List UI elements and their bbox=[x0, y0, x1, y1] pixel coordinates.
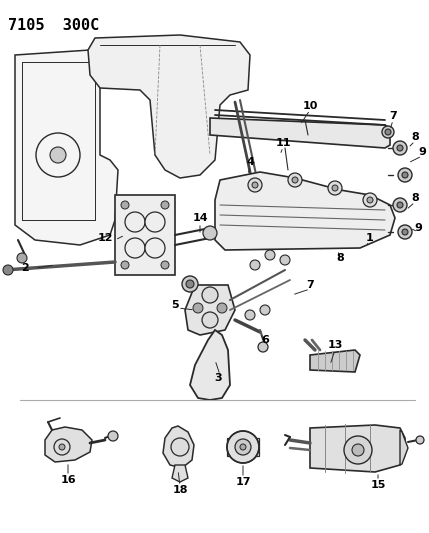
Bar bbox=[227, 438, 259, 456]
Text: 12: 12 bbox=[97, 233, 113, 243]
Text: 8: 8 bbox=[336, 253, 344, 263]
Circle shape bbox=[402, 172, 408, 178]
Circle shape bbox=[121, 261, 129, 269]
Circle shape bbox=[250, 260, 260, 270]
Text: 10: 10 bbox=[302, 101, 318, 111]
Polygon shape bbox=[185, 285, 235, 335]
Text: 1: 1 bbox=[366, 233, 374, 243]
Circle shape bbox=[252, 182, 258, 188]
Text: 8: 8 bbox=[411, 193, 419, 203]
Polygon shape bbox=[172, 465, 188, 482]
Circle shape bbox=[171, 438, 189, 456]
Circle shape bbox=[203, 226, 217, 240]
Circle shape bbox=[235, 439, 251, 455]
Circle shape bbox=[145, 238, 165, 258]
Circle shape bbox=[54, 439, 70, 455]
Circle shape bbox=[398, 225, 412, 239]
Circle shape bbox=[161, 201, 169, 209]
Circle shape bbox=[280, 255, 290, 265]
Text: 18: 18 bbox=[172, 485, 188, 495]
Text: 6: 6 bbox=[261, 335, 269, 345]
Text: 9: 9 bbox=[418, 147, 426, 157]
Circle shape bbox=[416, 436, 424, 444]
Text: 16: 16 bbox=[60, 475, 76, 485]
Polygon shape bbox=[310, 350, 360, 372]
Circle shape bbox=[393, 198, 407, 212]
Circle shape bbox=[59, 444, 65, 450]
Text: 7: 7 bbox=[306, 280, 314, 290]
Circle shape bbox=[344, 436, 372, 464]
Circle shape bbox=[397, 202, 403, 208]
Polygon shape bbox=[15, 50, 118, 245]
Text: 17: 17 bbox=[235, 477, 251, 487]
Circle shape bbox=[193, 303, 203, 313]
Circle shape bbox=[332, 185, 338, 191]
Circle shape bbox=[245, 310, 255, 320]
Circle shape bbox=[248, 178, 262, 192]
Circle shape bbox=[363, 193, 377, 207]
Circle shape bbox=[125, 238, 145, 258]
Polygon shape bbox=[115, 195, 175, 275]
Circle shape bbox=[202, 312, 218, 328]
Circle shape bbox=[121, 201, 129, 209]
Polygon shape bbox=[400, 430, 408, 465]
Polygon shape bbox=[45, 427, 92, 462]
Polygon shape bbox=[190, 330, 230, 400]
Circle shape bbox=[398, 168, 412, 182]
Text: 9: 9 bbox=[414, 223, 422, 233]
Circle shape bbox=[258, 342, 268, 352]
Circle shape bbox=[217, 303, 227, 313]
Circle shape bbox=[260, 305, 270, 315]
Text: 2: 2 bbox=[21, 263, 29, 273]
Text: 7: 7 bbox=[389, 111, 397, 121]
Polygon shape bbox=[310, 425, 405, 472]
Text: 4: 4 bbox=[246, 157, 254, 167]
Circle shape bbox=[227, 431, 259, 463]
Text: 5: 5 bbox=[171, 300, 179, 310]
Circle shape bbox=[328, 181, 342, 195]
Circle shape bbox=[145, 212, 165, 232]
Text: 15: 15 bbox=[370, 480, 386, 490]
Circle shape bbox=[182, 276, 198, 292]
Circle shape bbox=[292, 177, 298, 183]
Circle shape bbox=[3, 265, 13, 275]
Circle shape bbox=[397, 145, 403, 151]
Text: 3: 3 bbox=[214, 373, 222, 383]
Circle shape bbox=[17, 253, 27, 263]
Text: 11: 11 bbox=[275, 138, 291, 148]
Circle shape bbox=[402, 229, 408, 235]
Circle shape bbox=[186, 280, 194, 288]
Circle shape bbox=[108, 431, 118, 441]
Circle shape bbox=[367, 197, 373, 203]
Polygon shape bbox=[163, 426, 194, 468]
Circle shape bbox=[352, 444, 364, 456]
Circle shape bbox=[36, 133, 80, 177]
Polygon shape bbox=[88, 35, 250, 178]
Circle shape bbox=[125, 212, 145, 232]
Polygon shape bbox=[210, 118, 390, 148]
Circle shape bbox=[265, 250, 275, 260]
Text: 8: 8 bbox=[411, 132, 419, 142]
Circle shape bbox=[240, 444, 246, 450]
Circle shape bbox=[50, 147, 66, 163]
Text: 7105  300C: 7105 300C bbox=[8, 18, 99, 33]
Circle shape bbox=[202, 287, 218, 303]
Circle shape bbox=[161, 261, 169, 269]
Text: 14: 14 bbox=[192, 213, 208, 223]
Polygon shape bbox=[215, 172, 395, 250]
Circle shape bbox=[288, 173, 302, 187]
Text: 13: 13 bbox=[327, 340, 343, 350]
Circle shape bbox=[385, 129, 391, 135]
Circle shape bbox=[393, 141, 407, 155]
Circle shape bbox=[382, 126, 394, 138]
